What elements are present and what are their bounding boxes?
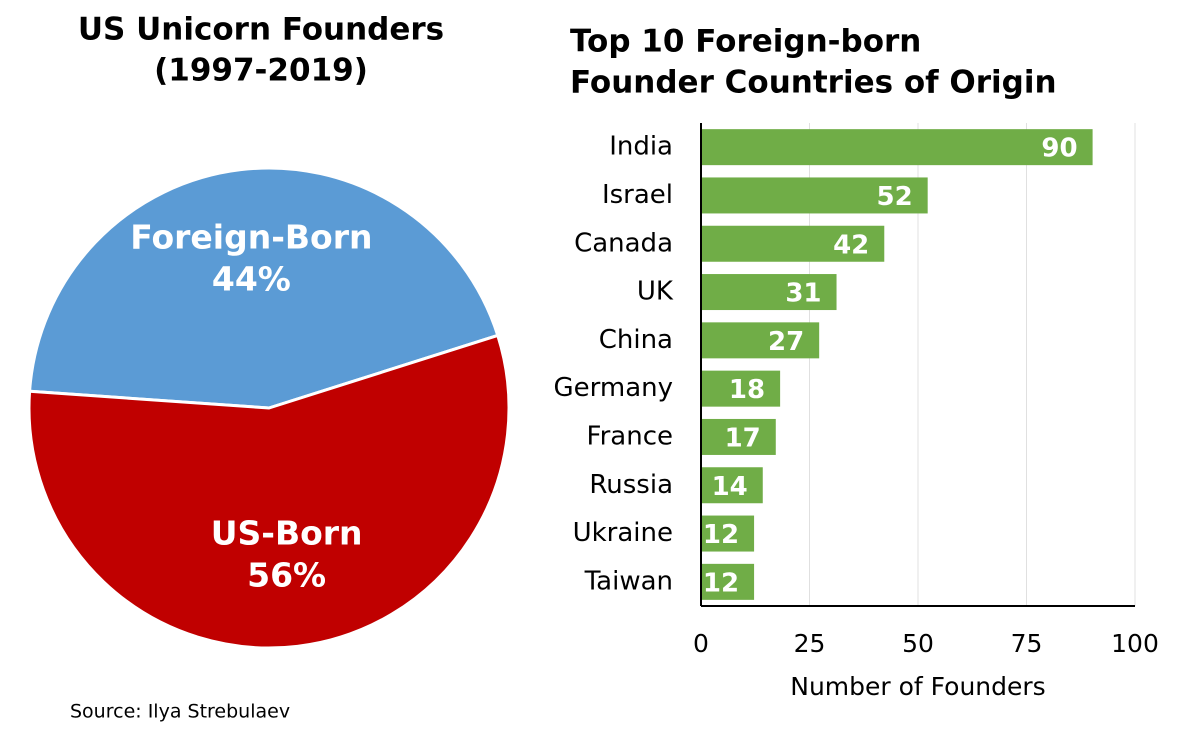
- bar: [702, 274, 837, 311]
- source: Source: Ilya Strebulaev: [70, 701, 290, 723]
- bar: [702, 177, 928, 214]
- value-label: 12: [703, 520, 739, 550]
- y-tick-label: China: [599, 325, 673, 355]
- slice-label: Foreign-Born: [130, 218, 372, 257]
- value-label: 52: [876, 182, 912, 212]
- x-tick-label: 100: [1111, 629, 1159, 658]
- slice-label: US-Born: [211, 513, 363, 552]
- bar: [702, 370, 781, 407]
- bar-title: Founder Countries of Origin: [570, 65, 1057, 101]
- value-label: 27: [768, 327, 804, 357]
- bar-title: Top 10 Foreign-born: [570, 24, 921, 60]
- x-axis-label: Number of Founders: [790, 672, 1045, 701]
- y-tick-label: Israel: [602, 180, 673, 210]
- pie-slice: [27, 333, 511, 650]
- y-tick-label: Ukraine: [573, 518, 673, 548]
- x-tick-label: 50: [902, 629, 934, 658]
- pie-title: (1997-2019): [154, 53, 368, 89]
- y-tick-label: Canada: [574, 228, 673, 258]
- x-tick-label: 25: [794, 629, 826, 658]
- bar: [702, 225, 885, 262]
- value-label: 90: [1041, 134, 1077, 164]
- bar: [702, 322, 820, 359]
- value-label: 12: [703, 568, 739, 598]
- pie-title: US Unicorn Founders: [78, 12, 444, 48]
- bar: [702, 129, 1093, 166]
- y-tick-label: Russia: [589, 470, 673, 500]
- y-tick-label: Germany: [553, 373, 673, 403]
- y-tick-label: India: [609, 132, 673, 162]
- bar: [702, 515, 755, 552]
- value-label: 31: [785, 279, 821, 309]
- value-label: 18: [729, 375, 765, 405]
- y-tick-label: UK: [637, 277, 674, 307]
- slice-value: 56%: [247, 555, 326, 594]
- slice-value: 44%: [212, 260, 291, 299]
- y-tick-label: France: [587, 421, 673, 451]
- value-label: 17: [725, 423, 761, 453]
- bar: [702, 418, 776, 455]
- x-tick-label: 75: [1011, 629, 1043, 658]
- value-label: 42: [833, 230, 869, 260]
- bar: [702, 467, 763, 504]
- y-tick-label: Taiwan: [584, 566, 673, 596]
- bar: [702, 563, 755, 600]
- value-label: 14: [712, 472, 748, 502]
- pie-slice: [27, 166, 500, 410]
- x-tick-label: 0: [693, 629, 709, 658]
